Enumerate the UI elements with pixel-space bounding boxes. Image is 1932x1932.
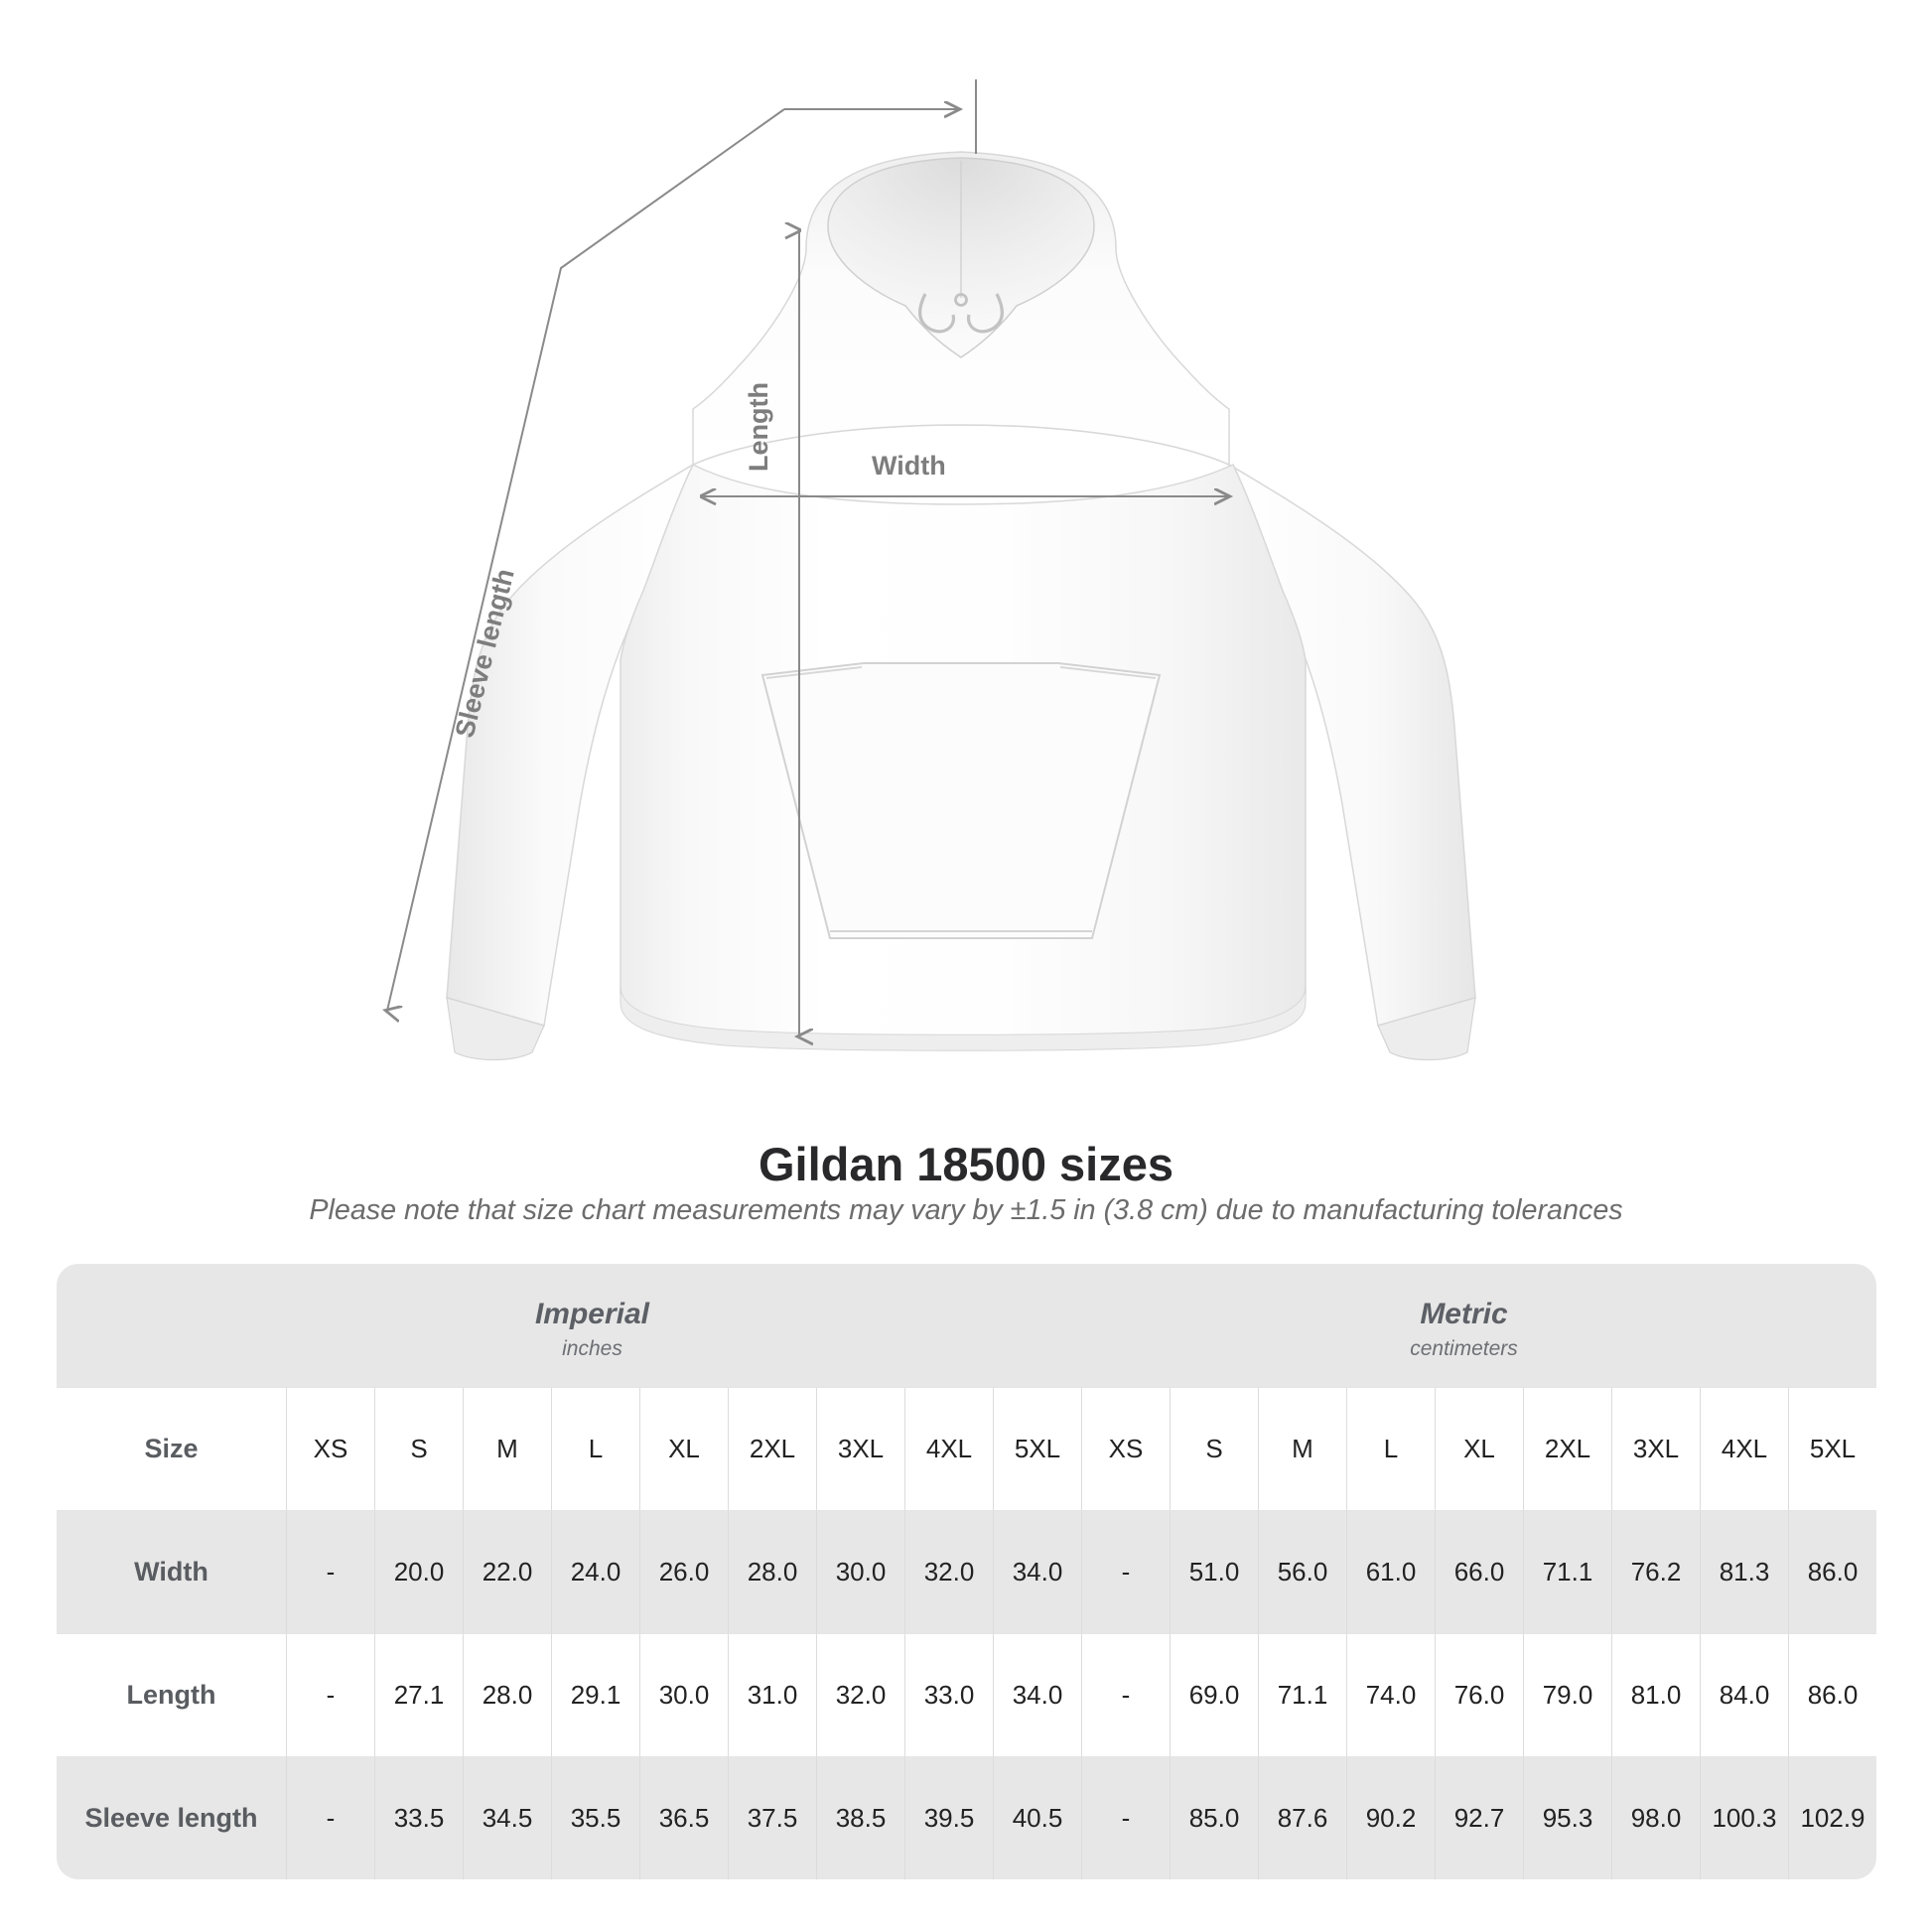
svg-text:Width: Width — [872, 451, 946, 481]
svg-text:Length: Length — [744, 382, 773, 472]
svg-text:Sleeve length: Sleeve length — [450, 566, 520, 741]
